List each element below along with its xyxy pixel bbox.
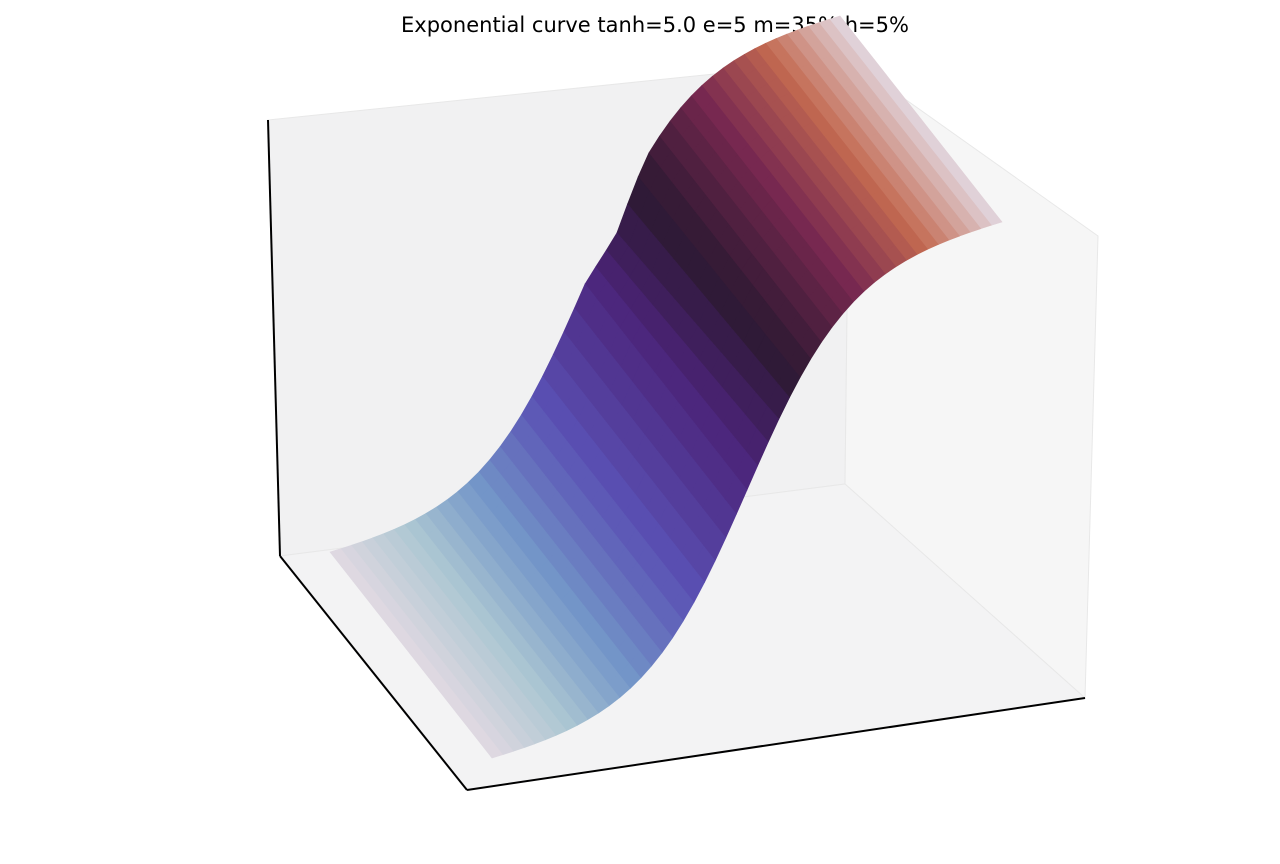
surface-patch [479, 739, 504, 759]
z-axis-line [267, 119, 281, 557]
surface-plot [329, 15, 1003, 759]
x-axis-line [466, 697, 1086, 791]
y-axis-line [279, 555, 468, 791]
